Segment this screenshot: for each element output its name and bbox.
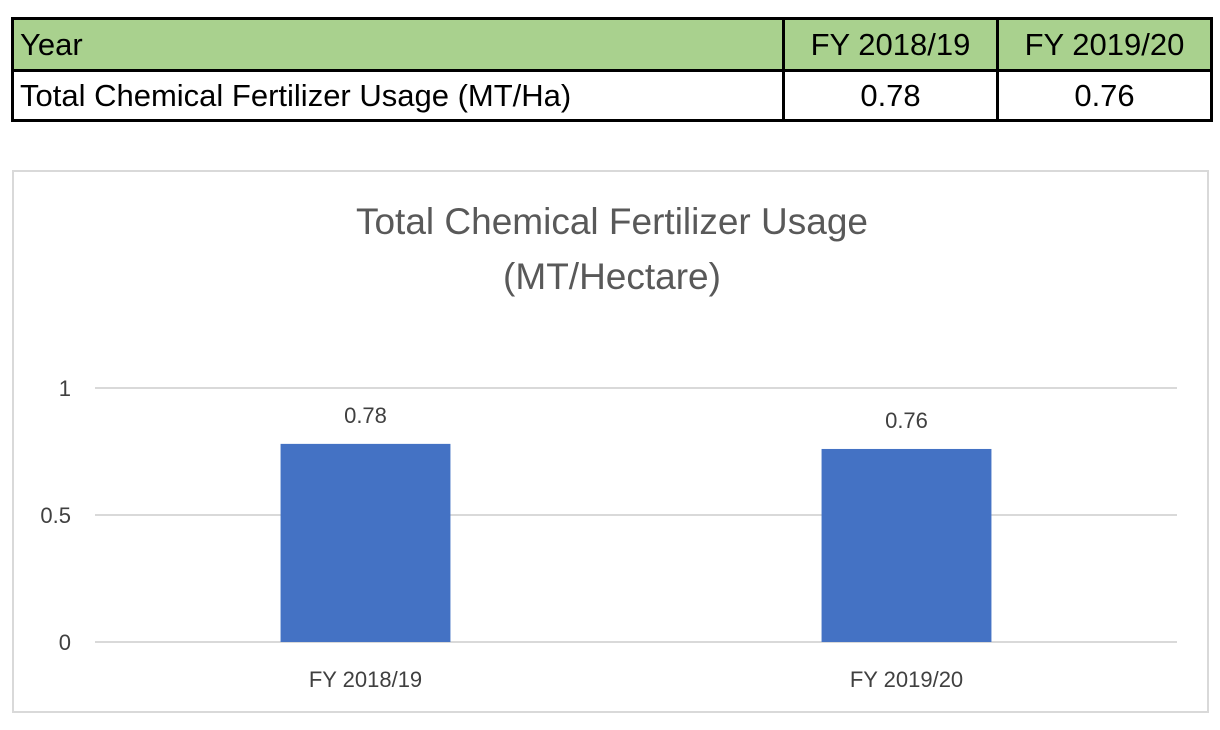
chart-title: Total Chemical Fertilizer Usage [356,201,868,242]
y-tick-label: 0.5 [40,503,71,528]
x-category-label: FY 2018/19 [309,667,422,692]
table-row-label: Total Chemical Fertilizer Usage (MT/Ha) [11,69,785,122]
table-cell-value-2: 0.76 [996,69,1213,122]
table-header-year-1: FY 2018/19 [782,17,999,72]
data-label: 0.76 [885,408,928,433]
fertilizer-data-table: Year FY 2018/19 FY 2019/20 Total Chemica… [11,17,1213,122]
table-header-year-2: FY 2019/20 [996,17,1213,72]
y-tick-label: 0 [59,630,71,655]
bar-chart: Total Chemical Fertilizer Usage (MT/Hect… [40,201,1177,692]
chart-area: Total Chemical Fertilizer Usage (MT/Hect… [12,170,1209,713]
bar [821,448,992,642]
table-cell-value-1: 0.78 [782,69,999,122]
bar [280,443,451,642]
chart-plot-area: 0 0.5 1 0.78 FY 2018/19 0.76 FY 2019/20 [40,376,1177,692]
table-header-row: Year FY 2018/19 FY 2019/20 [11,17,1213,72]
table-row: Total Chemical Fertilizer Usage (MT/Ha) … [11,69,1213,122]
chart-subtitle: (MT/Hectare) [503,256,721,297]
data-label: 0.78 [344,403,387,428]
x-category-label: FY 2019/20 [850,667,963,692]
y-tick-label: 1 [59,376,71,401]
table-header-label: Year [11,17,785,72]
